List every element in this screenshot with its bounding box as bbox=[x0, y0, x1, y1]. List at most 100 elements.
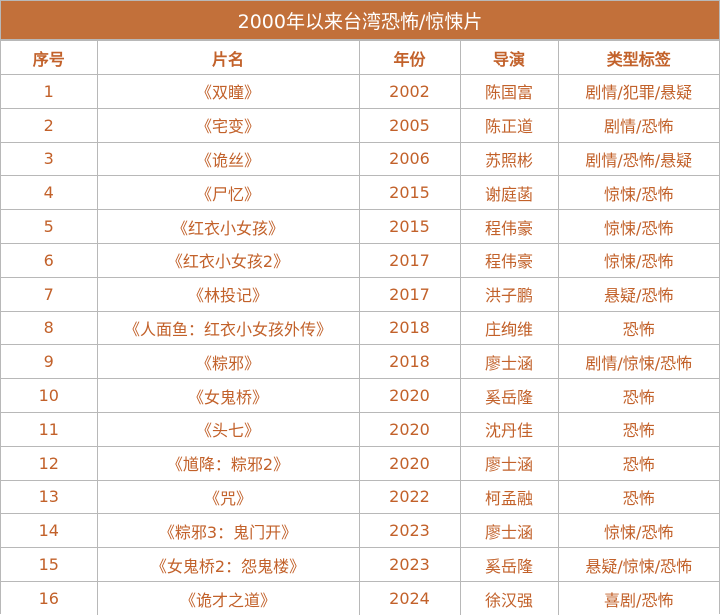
cell-year: 2015 bbox=[359, 176, 460, 210]
cell-director: 廖士涵 bbox=[460, 345, 558, 379]
cell-year: 2018 bbox=[359, 311, 460, 345]
cell-director: 柯孟融 bbox=[460, 480, 558, 514]
header-title: 片名 bbox=[97, 41, 359, 75]
cell-year: 2023 bbox=[359, 548, 460, 582]
cell-director: 洪子鹏 bbox=[460, 277, 558, 311]
cell-index: 3 bbox=[1, 142, 97, 176]
cell-director: 庄绚维 bbox=[460, 311, 558, 345]
cell-year: 2020 bbox=[359, 446, 460, 480]
cell-genre-tags: 剧情/惊悚/恐怖 bbox=[558, 345, 719, 379]
cell-genre-tags: 惊悚/恐怖 bbox=[558, 243, 719, 277]
cell-title: 《红衣小女孩》 bbox=[97, 210, 359, 244]
cell-director: 奚岳隆 bbox=[460, 379, 558, 413]
cell-genre-tags: 悬疑/惊悚/恐怖 bbox=[558, 548, 719, 582]
cell-genre-tags: 剧情/恐怖/悬疑 bbox=[558, 142, 719, 176]
cell-genre-tags: 惊悚/恐怖 bbox=[558, 210, 719, 244]
cell-director: 沈丹佳 bbox=[460, 412, 558, 446]
cell-director: 苏照彬 bbox=[460, 142, 558, 176]
cell-title: 《尸忆》 bbox=[97, 176, 359, 210]
cell-genre-tags: 惊悚/恐怖 bbox=[558, 514, 719, 548]
cell-title: 《馗降：粽邪2》 bbox=[97, 446, 359, 480]
cell-year: 2002 bbox=[359, 75, 460, 109]
header-year: 年份 bbox=[359, 41, 460, 75]
header-director: 导演 bbox=[460, 41, 558, 75]
cell-index: 13 bbox=[1, 480, 97, 514]
cell-index: 15 bbox=[1, 548, 97, 582]
cell-genre-tags: 恐怖 bbox=[558, 480, 719, 514]
cell-title: 《林投记》 bbox=[97, 277, 359, 311]
cell-index: 7 bbox=[1, 277, 97, 311]
cell-title: 《红衣小女孩2》 bbox=[97, 243, 359, 277]
cell-index: 6 bbox=[1, 243, 97, 277]
cell-director: 谢庭菡 bbox=[460, 176, 558, 210]
header-genre-tags: 类型标签 bbox=[558, 41, 719, 75]
cell-index: 9 bbox=[1, 345, 97, 379]
cell-index: 14 bbox=[1, 514, 97, 548]
header-row: 序号 片名 年份 导演 类型标签 bbox=[1, 41, 719, 75]
cell-title: 《粽邪》 bbox=[97, 345, 359, 379]
cell-index: 8 bbox=[1, 311, 97, 345]
cell-genre-tags: 剧情/恐怖 bbox=[558, 108, 719, 142]
cell-index: 11 bbox=[1, 412, 97, 446]
cell-genre-tags: 恐怖 bbox=[558, 379, 719, 413]
cell-director: 廖士涵 bbox=[460, 446, 558, 480]
cell-director: 陈正道 bbox=[460, 108, 558, 142]
cell-genre-tags: 悬疑/恐怖 bbox=[558, 277, 719, 311]
cell-index: 4 bbox=[1, 176, 97, 210]
cell-title: 《咒》 bbox=[97, 480, 359, 514]
cell-title: 《宅变》 bbox=[97, 108, 359, 142]
cell-year: 2005 bbox=[359, 108, 460, 142]
cell-genre-tags: 惊悚/恐怖 bbox=[558, 176, 719, 210]
header-index: 序号 bbox=[1, 41, 97, 75]
cell-year: 2017 bbox=[359, 243, 460, 277]
cell-genre-tags: 恐怖 bbox=[558, 446, 719, 480]
cell-title: 《诡丝》 bbox=[97, 142, 359, 176]
cell-director: 程伟豪 bbox=[460, 243, 558, 277]
cell-year: 2022 bbox=[359, 480, 460, 514]
cell-year: 2017 bbox=[359, 277, 460, 311]
cell-index: 16 bbox=[1, 581, 97, 615]
cell-director: 陈国富 bbox=[460, 75, 558, 109]
cell-year: 2020 bbox=[359, 412, 460, 446]
cell-title: 《头七》 bbox=[97, 412, 359, 446]
cell-genre-tags: 恐怖 bbox=[558, 311, 719, 345]
cell-year: 2018 bbox=[359, 345, 460, 379]
cell-title: 《粽邪3：鬼门开》 bbox=[97, 514, 359, 548]
cell-index: 1 bbox=[1, 75, 97, 109]
cell-year: 2020 bbox=[359, 379, 460, 413]
cell-title: 《人面鱼：红衣小女孩外传》 bbox=[97, 311, 359, 345]
cell-genre-tags: 恐怖 bbox=[558, 412, 719, 446]
cell-index: 5 bbox=[1, 210, 97, 244]
cell-title: 《女鬼桥》 bbox=[97, 379, 359, 413]
cell-year: 2024 bbox=[359, 581, 460, 615]
cell-director: 奚岳隆 bbox=[460, 548, 558, 582]
cell-year: 2015 bbox=[359, 210, 460, 244]
cell-title: 《女鬼桥2：怨鬼楼》 bbox=[97, 548, 359, 582]
cell-title: 《双瞳》 bbox=[97, 75, 359, 109]
table-title: 2000年以来台湾恐怖/惊悚片 bbox=[1, 1, 719, 40]
cell-index: 2 bbox=[1, 108, 97, 142]
cell-genre-tags: 剧情/犯罪/悬疑 bbox=[558, 75, 719, 109]
cell-year: 2006 bbox=[359, 142, 460, 176]
cell-title: 《诡才之道》 bbox=[97, 581, 359, 615]
cell-director: 程伟豪 bbox=[460, 210, 558, 244]
cell-director: 廖士涵 bbox=[460, 514, 558, 548]
